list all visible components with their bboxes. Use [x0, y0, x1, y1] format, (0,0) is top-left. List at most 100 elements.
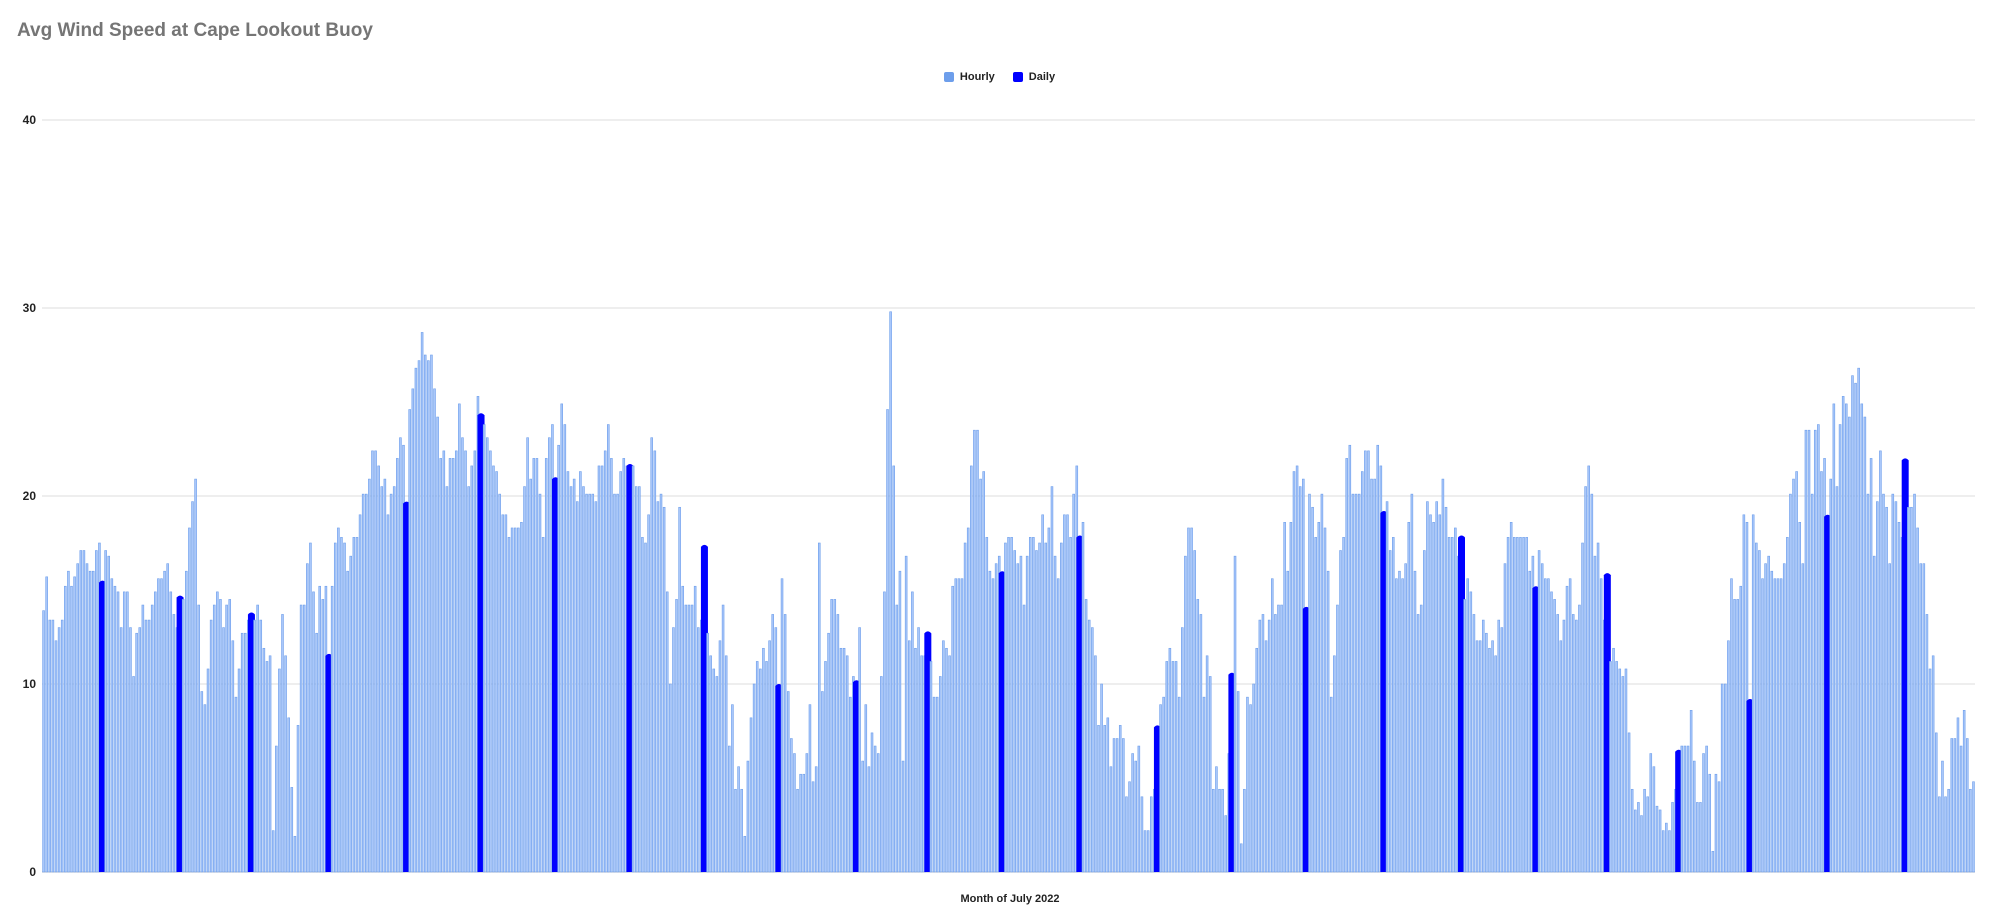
hourly-bar	[796, 788, 799, 873]
hourly-bar	[1758, 550, 1761, 873]
hourly-bar	[526, 437, 529, 873]
hourly-bar	[1267, 619, 1271, 873]
hourly-bar	[1813, 429, 1817, 873]
hourly-bar	[1261, 614, 1265, 873]
hourly-bar	[1804, 429, 1808, 873]
hourly-bar	[1792, 478, 1795, 873]
hourly-bar	[1373, 478, 1376, 873]
daily-bar	[1746, 699, 1754, 872]
hourly-bar	[1969, 788, 1972, 873]
hourly-bar	[1280, 604, 1283, 873]
hourly-bar	[557, 444, 560, 873]
chart-title: Avg Wind Speed at Cape Lookout Buoy	[17, 20, 373, 41]
hourly-bar	[1882, 493, 1885, 873]
hourly-bar	[166, 563, 169, 873]
hourly-bar	[104, 550, 107, 873]
hourly-bar	[622, 458, 626, 873]
hourly-bar	[1190, 527, 1193, 873]
hourly-bar	[759, 668, 762, 873]
hourly-bar	[1131, 753, 1134, 873]
hourly-bar	[765, 661, 768, 873]
hourly-bar	[1255, 647, 1259, 873]
hourly-bar	[45, 576, 48, 873]
hourly-bar	[575, 501, 579, 873]
hourly-bar	[904, 555, 908, 873]
hourly-bar	[281, 614, 284, 873]
hourly-bar	[1221, 788, 1224, 873]
hourly-bar	[1342, 537, 1345, 873]
hourly-bar	[541, 537, 545, 873]
hourly-bar	[951, 585, 954, 873]
hourly-bar	[1007, 537, 1010, 873]
hourly-bar	[290, 787, 294, 873]
hourly-bar	[1233, 555, 1237, 873]
hourly-bar	[358, 514, 362, 873]
hourly-bar	[1162, 696, 1165, 873]
hourly-bar	[1866, 493, 1870, 873]
hourly-bar	[693, 585, 697, 873]
hourly-bar	[216, 591, 219, 873]
hourly-bar	[724, 655, 728, 873]
hourly-bar	[1500, 627, 1504, 873]
legend-item-daily[interactable]: Daily	[1012, 71, 1055, 83]
hourly-bar	[396, 458, 399, 873]
hourly-bar	[1205, 655, 1209, 873]
hourly-bar	[1010, 537, 1013, 873]
hourly-bar	[1224, 815, 1227, 873]
hourly-bar	[1537, 550, 1541, 873]
hourly-bar	[1044, 542, 1048, 873]
hourly-bar	[1348, 444, 1352, 873]
hourly-bar	[746, 760, 750, 873]
hourly-bar	[107, 555, 111, 873]
hourly-bar	[185, 570, 188, 873]
hourly-bar	[330, 585, 334, 873]
hourly-bar	[377, 465, 380, 873]
hourly-bar	[1832, 403, 1836, 873]
hourly-bar	[1962, 710, 1966, 873]
hourly-bar	[1236, 691, 1240, 873]
hourly-bar	[1528, 570, 1532, 873]
hourly-bar	[644, 542, 647, 873]
hourly-bar	[259, 619, 263, 873]
hourly-bar	[1404, 563, 1407, 873]
legend-item-hourly[interactable]: Hourly	[943, 71, 995, 83]
hourly-bar	[1708, 773, 1712, 873]
hourly-bar	[1584, 486, 1587, 873]
daily-bar	[626, 464, 634, 872]
hourly-bar	[768, 640, 771, 873]
hourly-bar	[1454, 527, 1457, 873]
hourly-bar	[188, 527, 191, 873]
daily-bar	[99, 580, 107, 872]
hourly-bar	[665, 591, 669, 873]
hourly-bar	[1522, 537, 1525, 873]
hourly-bar	[225, 604, 228, 873]
hourly-bar	[408, 409, 411, 873]
hourly-bar	[1516, 537, 1519, 873]
hourly-bar	[1351, 493, 1355, 873]
hourly-bar	[482, 424, 486, 873]
hourly-bar	[1885, 506, 1888, 873]
hourly-bar	[684, 604, 688, 873]
hourly-bar	[1016, 563, 1020, 873]
hourly-bar	[1097, 725, 1100, 873]
hourly-bar	[1863, 416, 1867, 873]
hourly-bar	[1578, 604, 1581, 873]
hourly-bar	[979, 478, 982, 873]
hourly-bar	[1019, 555, 1023, 873]
hourly-bar	[1187, 527, 1190, 873]
hourly-bar	[1199, 614, 1203, 873]
y-tick-label: 10	[23, 677, 37, 691]
hourly-bar	[1637, 802, 1640, 873]
hourly-bar	[129, 627, 132, 873]
hourly-bar	[237, 668, 241, 873]
hourly-bar	[1159, 704, 1162, 873]
hourly-bar	[1239, 843, 1243, 873]
hourly-bar	[365, 493, 368, 873]
hourly-bar	[876, 753, 880, 873]
hourly-bar	[1041, 514, 1044, 873]
hourly-bar	[1661, 830, 1665, 873]
hourly-bar	[1615, 661, 1618, 873]
hourly-bar	[91, 570, 95, 873]
hourly-bar	[436, 416, 439, 873]
hourly-bar	[315, 632, 318, 873]
